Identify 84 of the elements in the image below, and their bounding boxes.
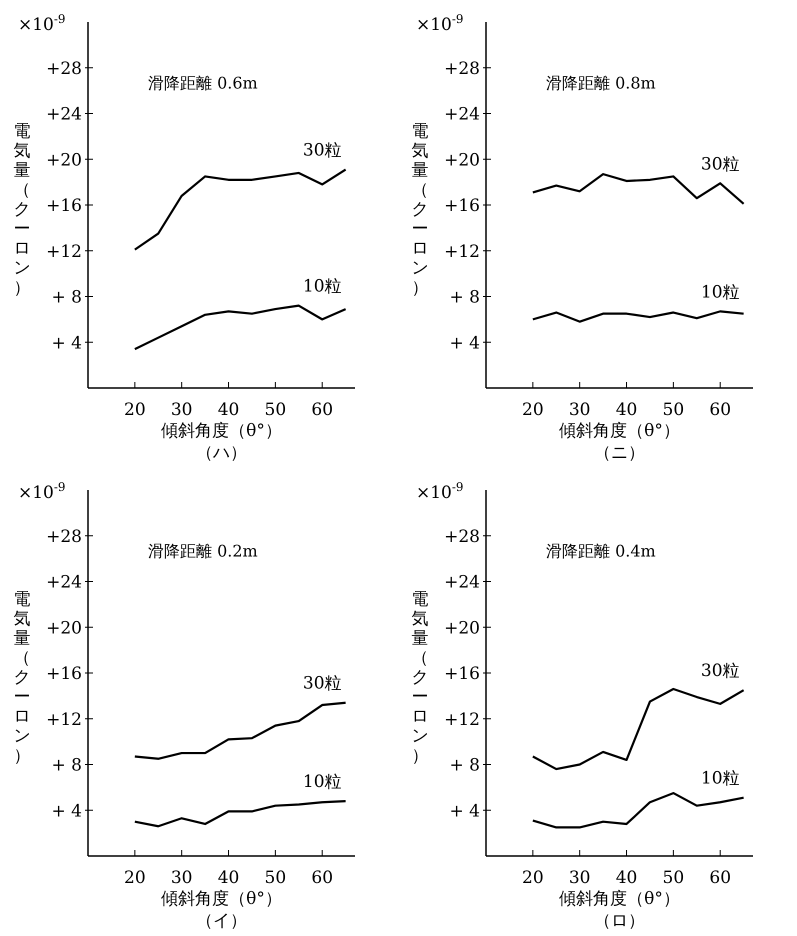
text: 電気量（クーロン） <box>412 589 428 766</box>
line-series <box>134 168 347 251</box>
x-tick-label: 40 <box>218 868 240 888</box>
text: ×10$^{-9}$ <box>18 12 66 35</box>
text: 電気量（クーロン） <box>14 589 30 766</box>
x-tick-label: 30 <box>170 868 193 888</box>
line-series <box>532 792 745 829</box>
y-tick-label: +28 <box>46 526 82 547</box>
y-tick-label: +24 <box>46 572 82 592</box>
x-axis-title: 傾斜角度（θ°） <box>161 421 282 441</box>
text: （ニ） <box>594 443 645 463</box>
x-tick-label: 60 <box>709 400 732 420</box>
line-series <box>134 800 347 828</box>
y-tick-label: +20 <box>444 150 480 170</box>
y-tick-label: +12 <box>444 242 480 262</box>
x-tick-label: 40 <box>218 400 240 420</box>
text: （ロ） <box>594 911 645 931</box>
y-tick-label: + 8 <box>450 288 480 308</box>
x-tick-label: 50 <box>662 868 684 888</box>
series-label: 30粒 <box>700 154 740 174</box>
x-tick-label: 20 <box>124 400 146 420</box>
x-tick-label: 20 <box>124 868 146 888</box>
x-tick-label: 30 <box>568 868 591 888</box>
y-tick-label: +24 <box>444 572 480 592</box>
text: ×10$^{-9}$ <box>18 480 66 503</box>
y-tick-label: + 4 <box>450 333 480 354</box>
y-tick-label: +28 <box>444 526 480 547</box>
text: ×10$^{-9}$ <box>416 480 464 503</box>
line-series <box>532 310 745 323</box>
line-series <box>134 304 347 350</box>
y-tick-label: + 8 <box>450 756 480 776</box>
x-tick-label: 60 <box>311 400 334 420</box>
text: 滑降距離 0.8m <box>546 73 656 92</box>
y-tick-label: +16 <box>46 664 82 684</box>
series-label: 10粒 <box>302 276 342 297</box>
series-label: 30粒 <box>302 674 342 694</box>
x-tick-label: 30 <box>568 400 591 420</box>
y-tick-label: +12 <box>444 710 480 730</box>
x-tick-label: 50 <box>264 400 286 420</box>
line-series <box>532 688 745 770</box>
y-tick-label: + 4 <box>450 801 480 822</box>
y-tick-label: + 8 <box>52 756 82 776</box>
x-tick-label: 30 <box>170 400 193 420</box>
text: 電気量（クーロン） <box>14 121 30 298</box>
y-tick-label: +12 <box>46 242 82 262</box>
y-tick-label: +20 <box>46 150 82 170</box>
x-axis-title: 傾斜角度（θ°） <box>559 421 680 441</box>
y-tick-label: + 4 <box>52 801 82 822</box>
y-tick-label: +28 <box>46 58 82 79</box>
y-tick-label: + 4 <box>52 333 82 354</box>
y-tick-label: + 8 <box>52 288 82 308</box>
y-tick-label: +16 <box>46 196 82 216</box>
y-tick-label: +24 <box>46 104 82 124</box>
x-tick-label: 50 <box>264 868 286 888</box>
text: 滑降距離 0.4m <box>546 541 656 560</box>
series-label: 30粒 <box>700 661 740 682</box>
text: 滑降距離 0.2m <box>148 541 258 560</box>
x-axis-title: 傾斜角度（θ°） <box>559 889 680 909</box>
x-tick-label: 40 <box>616 868 638 888</box>
y-tick-label: +28 <box>444 58 480 79</box>
series-label: 10粒 <box>700 768 740 789</box>
text: （ハ） <box>196 443 247 463</box>
y-tick-label: +24 <box>444 104 480 124</box>
series-label: 10粒 <box>302 772 342 792</box>
line-series <box>532 173 745 205</box>
y-tick-label: +16 <box>444 664 480 684</box>
x-tick-label: 20 <box>522 400 544 420</box>
text: ×10$^{-9}$ <box>416 12 464 35</box>
line-series <box>134 702 347 760</box>
text: 電気量（クーロン） <box>412 121 428 298</box>
x-tick-label: 40 <box>616 400 638 420</box>
x-axis-title: 傾斜角度（θ°） <box>161 889 282 909</box>
series-label: 30粒 <box>302 140 342 161</box>
x-tick-label: 60 <box>709 868 732 888</box>
x-tick-label: 60 <box>311 868 334 888</box>
y-tick-label: +20 <box>46 618 82 638</box>
y-tick-label: +12 <box>46 710 82 730</box>
y-tick-label: +20 <box>444 618 480 638</box>
x-tick-label: 20 <box>522 868 544 888</box>
y-tick-label: +16 <box>444 196 480 216</box>
series-label: 10粒 <box>700 282 740 302</box>
text: 滑降距離 0.6m <box>148 73 258 92</box>
x-tick-label: 50 <box>662 400 684 420</box>
text: （イ） <box>196 911 247 931</box>
